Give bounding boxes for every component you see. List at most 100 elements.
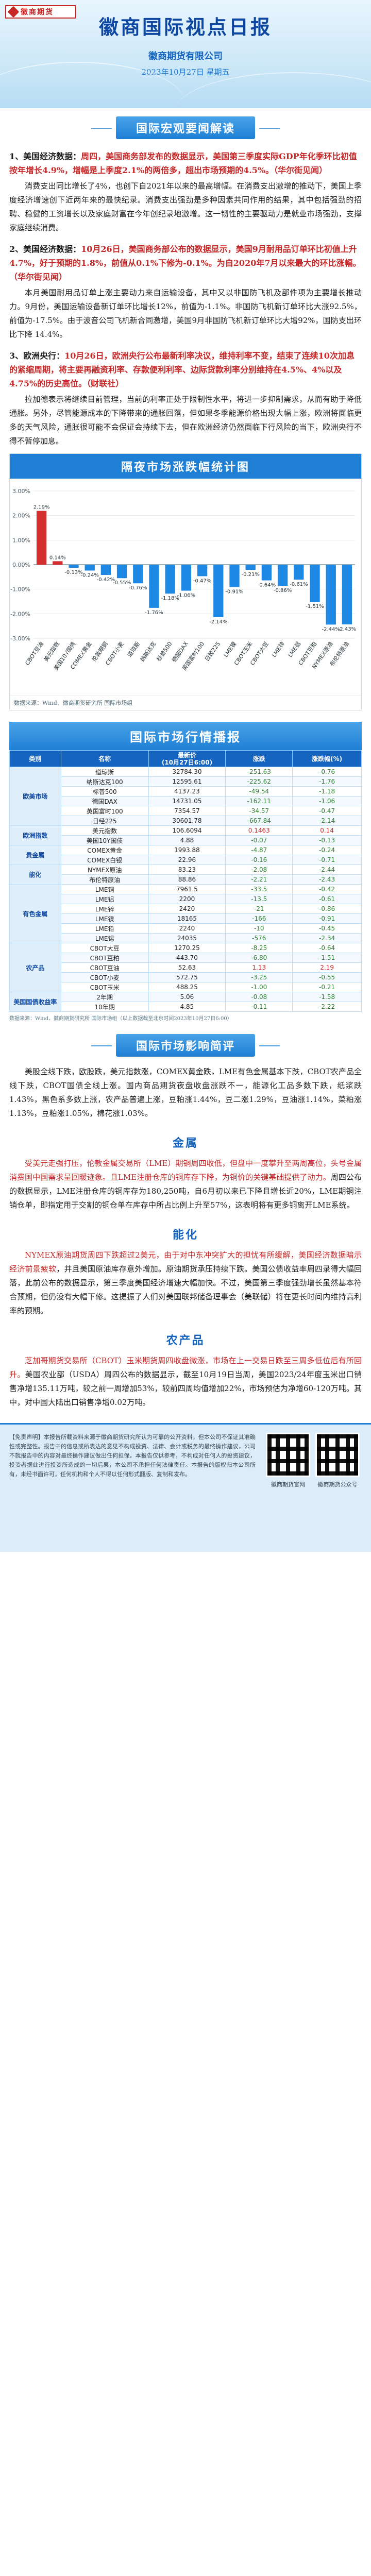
table-row: 欧洲指数 美元指数 106.6094 0.1463 0.14 (9, 825, 362, 845)
table-row: CBOT豆粕 443.70 -6.80 -1.51 (10, 953, 362, 963)
chart-source-note: 数据来源：Wind、徽商期货研究所 国际市场组 (10, 695, 361, 710)
change-pct-cell: -1.76 (292, 776, 362, 787)
instrument-cell: 纳斯达克100 (60, 776, 149, 787)
y-tick-label: 2.00% (12, 513, 30, 519)
item-highlight: 10月26日，欧洲央行公布最新利率决议，维持利率不变，结束了连续10次加息的紧缩… (9, 351, 355, 388)
bar (149, 565, 159, 608)
price-cell: 30601.78 (148, 816, 226, 826)
bar-value-label: -0.13% (64, 570, 82, 575)
table-row: 布伦特原油 88.86 -2.21 -2.43 (10, 874, 362, 885)
instrument-cell: 德国DAX (60, 796, 149, 806)
agri-highlight: 芝加哥期货交易所（CBOT）玉米期货周四收盘微涨，市场在上一交易日跌至三周多低位… (9, 1356, 362, 1379)
table-row: 贵金属 COMEX黄金 1993.88 -4.87 -0.24 (9, 845, 362, 865)
change-cell: -2.08 (225, 865, 293, 875)
bar-value-label: -1.51% (306, 604, 324, 609)
table-row: LME锡 24035 -576 -2.34 (10, 933, 362, 943)
market-overview: 美股全线下跌，欧股跌，美元指数涨，COMEX黄金跌，LME有色金属基本下跌，CB… (9, 1067, 362, 1118)
x-tick-label: 道琼斯 (126, 640, 141, 658)
instrument-cell: 2年期 (60, 992, 149, 1002)
bar (197, 565, 208, 577)
company-logo: 徽商期货 (5, 5, 76, 19)
change-cell: -0.07 (225, 835, 293, 845)
qr-wechat[interactable]: 徽商期货公众号 (315, 1433, 360, 1544)
qr-caption: 徽商期货官网 (271, 1481, 305, 1488)
price-cell: 14731.05 (148, 796, 226, 806)
company-name: 徽商期货有限公司 (148, 51, 223, 62)
item-label: 3、欧洲央行： (9, 351, 65, 361)
price-cell: 4137.23 (148, 786, 226, 796)
change-pct-cell: -1.06 (292, 796, 362, 806)
metals-body: 周四公布的数据显示，LME注册仓库的铜库存为180,250吨，自6月初以来已下降… (9, 1173, 362, 1210)
bar (261, 565, 272, 581)
instrument-cell: 标普500 (60, 786, 149, 796)
macro-news: 1、美国经济数据：周四，美国商务部发布的数据显示，美国第三季度实际GDP年化季环… (0, 149, 371, 448)
bar (213, 565, 224, 618)
table-row: 美国10Y国债 4.88 -0.07 -0.13 (10, 835, 362, 845)
y-tick-label: 3.00% (12, 488, 30, 495)
category-cell: 美国国债收益率 (9, 992, 61, 1012)
change-pct-cell: -1.51 (292, 953, 362, 963)
change-pct-cell: -0.76 (292, 767, 362, 777)
instrument-cell: COMEX白银 (60, 855, 149, 865)
instrument-cell: NYMEX原油 (60, 865, 149, 875)
footer: 【免责声明】本报告所载资料来源于徽商期货研究所认为可靠的公开资料，但本公司不保证… (0, 1423, 371, 1552)
macro-item-head: 3、欧洲央行：10月26日，欧洲央行公布最新利率决议，维持利率不变，结束了连续1… (9, 349, 362, 391)
instrument-cell: CBOT玉米 (60, 982, 149, 992)
table-row: CBOT玉米 488.25 -1.00 -0.21 (10, 982, 362, 992)
macro-banner-wrap: 国际宏观要闻解读 (0, 108, 371, 145)
qr-website[interactable]: 徽商期货官网 (266, 1433, 310, 1544)
x-tick-label: LME铝 (286, 640, 302, 659)
change-pct-cell: -0.55 (292, 972, 362, 982)
change-pct-cell: -0.42 (292, 884, 362, 894)
change-cell: -0.16 (225, 855, 293, 865)
item-label: 1、美国经济数据： (9, 151, 81, 161)
change-pct-cell: -0.21 (292, 982, 362, 992)
category-cell: 农产品 (9, 943, 61, 992)
change-pct-cell: -0.13 (292, 835, 362, 845)
price-cell: 572.75 (148, 972, 226, 982)
table-row: 美国国债收益率 2年期 5.06 -0.08 -1.58 (9, 992, 362, 1012)
bar (100, 565, 111, 575)
bar-value-label: -0.24% (81, 572, 99, 578)
qr-code-icon (266, 1433, 310, 1477)
bar (310, 565, 320, 602)
bar (342, 565, 352, 624)
bar-value-label: -0.91% (225, 589, 243, 595)
change-cell: -21 (225, 904, 293, 914)
y-tick-label: -2.00% (10, 611, 30, 617)
macro-item-body: 消费支出同比增长了4%，也创下自2021年以来的最高增幅。在消费支出激增的推动下… (9, 181, 362, 232)
change-pct-cell: -0.91 (292, 913, 362, 924)
analysis-banner-wrap: 国际市场影响简评 (0, 1022, 371, 1063)
price-cell: 83.23 (148, 865, 226, 875)
x-tick-label: LME镍 (222, 640, 238, 659)
price-cell: 4.85 (148, 1002, 226, 1012)
bar (53, 561, 63, 565)
instrument-cell: LME锡 (60, 933, 149, 943)
change-pct-cell: -2.14 (292, 816, 362, 826)
change-pct-cell: 0.14 (292, 825, 362, 836)
macro-item-body: 拉加德表示将继续目前管理，当前的利率正处于限制性水平，将进一步抑制需求，从而有助… (9, 395, 362, 446)
agri-body: 美国农业部（USDA）周四公布的数据显示，截至10月19日当周，美国2023/2… (9, 1370, 362, 1407)
bar-value-label: 0.14% (49, 555, 66, 561)
item-highlight: 10月26日，美国商务部公布的数据显示，美国9月耐用品订单环比初值上升4.7%，… (9, 244, 361, 282)
change-cell: -667.84 (225, 816, 293, 826)
change-cell: -2.21 (225, 874, 293, 885)
change-cell: -162.11 (225, 796, 293, 806)
change-pct-cell: -0.61 (292, 894, 362, 904)
bar-value-label: -1.18% (161, 596, 179, 601)
instrument-cell: LME铜 (60, 884, 149, 894)
item-label: 2、美国经济数据： (9, 244, 81, 254)
analysis-section-banner: 国际市场影响简评 (91, 1034, 280, 1057)
change-cell: -49.54 (225, 786, 293, 796)
x-tick-label: LME锌 (270, 640, 286, 659)
table-row: LME镍 18165 -166 -0.91 (10, 913, 362, 924)
price-cell: 5.06 (148, 992, 226, 1002)
table-row: CBOT豆油 52.63 1.13 2.19 (10, 962, 362, 973)
instrument-cell: 布伦特原油 (60, 874, 149, 885)
market-table: 类别 名称 最新价 (10月27日6:00) 涨跌 涨跌幅(%) 欧美市场 道琼斯… (9, 750, 362, 1012)
change-pct-cell: 2.19 (292, 962, 362, 973)
bar (277, 565, 288, 586)
change-cell: -8.25 (225, 943, 293, 953)
logo-mark-icon (7, 6, 20, 18)
table-row: CBOT小麦 572.75 -3.25 -0.55 (10, 972, 362, 982)
